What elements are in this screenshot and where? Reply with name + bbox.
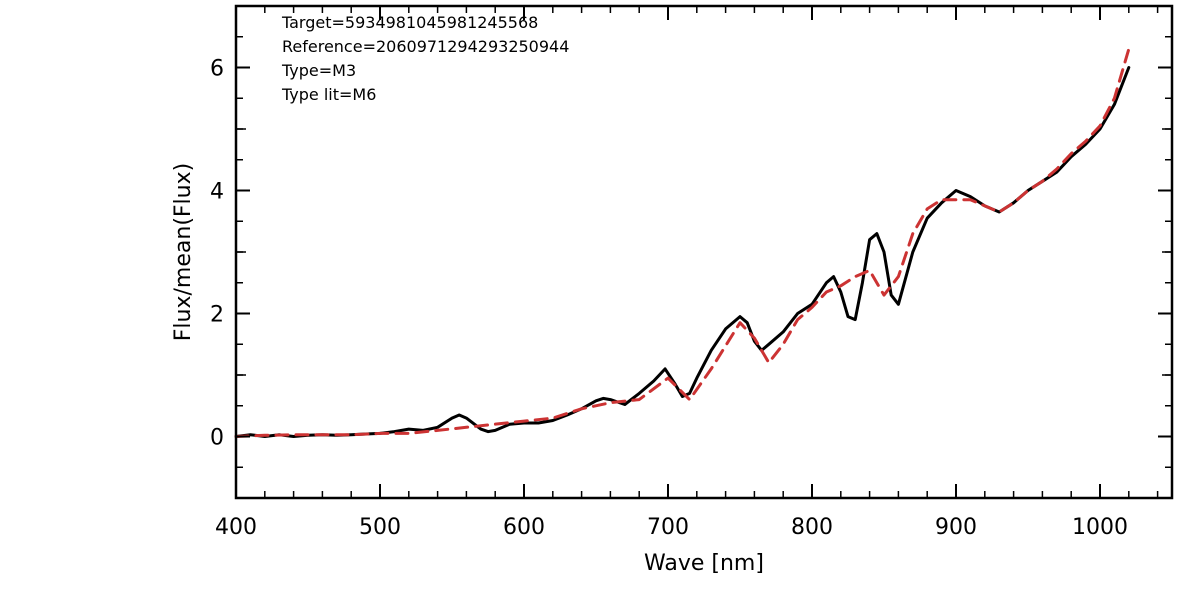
x-tick-label: 800 [791, 515, 833, 540]
axis-ticks: 400 500 600 700 800 900 1000 0 2 4 6 [210, 5, 1172, 540]
annotations: Target=5934981045981245568 Reference=2060… [281, 13, 569, 104]
annotation-line: Type=M3 [281, 61, 356, 80]
annotation-line: Reference=2060971294293250944 [282, 37, 569, 56]
y-tick-label: 6 [210, 57, 224, 82]
reference-spectrum-line [234, 47, 1131, 438]
annotation-line: Target=5934981045981245568 [281, 13, 538, 32]
y-tick-label: 4 [210, 180, 224, 205]
series-lines [234, 47, 1131, 438]
plot-frame [234, 4, 1174, 500]
x-axis-label: Wave [nm] [644, 551, 764, 576]
annotation-line: Type lit=M6 [281, 85, 376, 104]
target-spectrum-line [234, 66, 1131, 438]
x-tick-label: 1000 [1072, 515, 1128, 540]
x-tick-label: 400 [215, 515, 257, 540]
x-tick-label: 900 [935, 515, 977, 540]
x-tick-label: 600 [503, 515, 545, 540]
y-tick-label: 2 [210, 303, 224, 328]
y-axis-label: Flux/mean(Flux) [171, 163, 196, 341]
y-tick-label: 0 [210, 426, 224, 451]
x-tick-label: 500 [359, 515, 401, 540]
x-tick-label: 700 [647, 515, 689, 540]
